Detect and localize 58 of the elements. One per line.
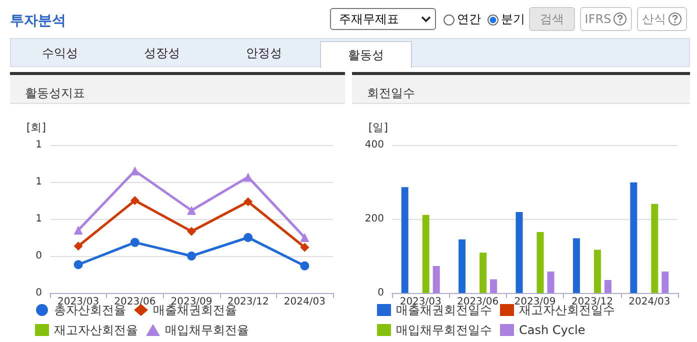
legend-label: 매입채무회전율: [165, 323, 249, 337]
bar: [572, 238, 580, 293]
point: [187, 226, 196, 236]
bar: [516, 212, 523, 293]
bar: [604, 280, 612, 293]
bar: [651, 204, 658, 293]
point: [187, 252, 196, 260]
y-axis-title: [일]: [368, 121, 388, 134]
text: 연간: [457, 11, 481, 28]
bar: [536, 232, 544, 293]
y-tick-label: 1: [36, 176, 42, 188]
bar: [490, 279, 498, 293]
text: 투자분석: [10, 12, 66, 30]
legend-label: 매출채권회전일수: [396, 303, 492, 317]
bar: [458, 239, 466, 293]
y-tick-label: 200: [364, 214, 384, 224]
text: IFRS: [584, 12, 612, 26]
text: 안정성: [245, 44, 283, 62]
point: [130, 196, 140, 205]
point: [244, 197, 253, 206]
bar: [422, 214, 430, 293]
bar: [547, 272, 554, 293]
text: 활동성: [320, 41, 412, 68]
y-tick-label: 0: [378, 288, 384, 298]
bar: [594, 250, 601, 293]
point: [244, 233, 253, 242]
legend-label: 재고자산회전율: [54, 323, 138, 337]
chart-title: 회전일수: [367, 86, 415, 100]
bar: [662, 272, 669, 293]
chart-title: 활동성지표: [25, 86, 85, 100]
point: [74, 226, 83, 235]
point: [74, 242, 83, 251]
bar: [480, 252, 487, 293]
y-axis-title: [회]: [26, 121, 46, 134]
text: 분기: [501, 11, 525, 28]
point: [300, 261, 310, 270]
x-tick-label: 2024/03: [628, 296, 670, 308]
text: 성장성: [143, 44, 181, 62]
y-tick-label: 0: [36, 288, 42, 298]
text: 산식: [642, 10, 666, 28]
text: 주재무제표: [339, 10, 399, 28]
bar: [432, 266, 440, 293]
text: 검색: [540, 10, 564, 28]
legend-label: 매입채무회전일수: [396, 323, 492, 337]
point: [300, 242, 310, 252]
bar: [401, 187, 408, 293]
y-tick-label: 1: [36, 140, 42, 150]
bar: [630, 182, 638, 293]
y-tick-label: 0: [36, 250, 42, 262]
y-tick-label: 400: [364, 140, 384, 150]
x-tick-label: 2024/03: [284, 296, 326, 308]
text: 수익성: [41, 44, 79, 62]
point: [187, 206, 196, 215]
point: [300, 233, 310, 242]
legend-label: Cash Cycle: [519, 323, 586, 337]
y-tick-label: 1: [36, 214, 42, 224]
point: [74, 260, 83, 270]
point: [130, 238, 140, 247]
